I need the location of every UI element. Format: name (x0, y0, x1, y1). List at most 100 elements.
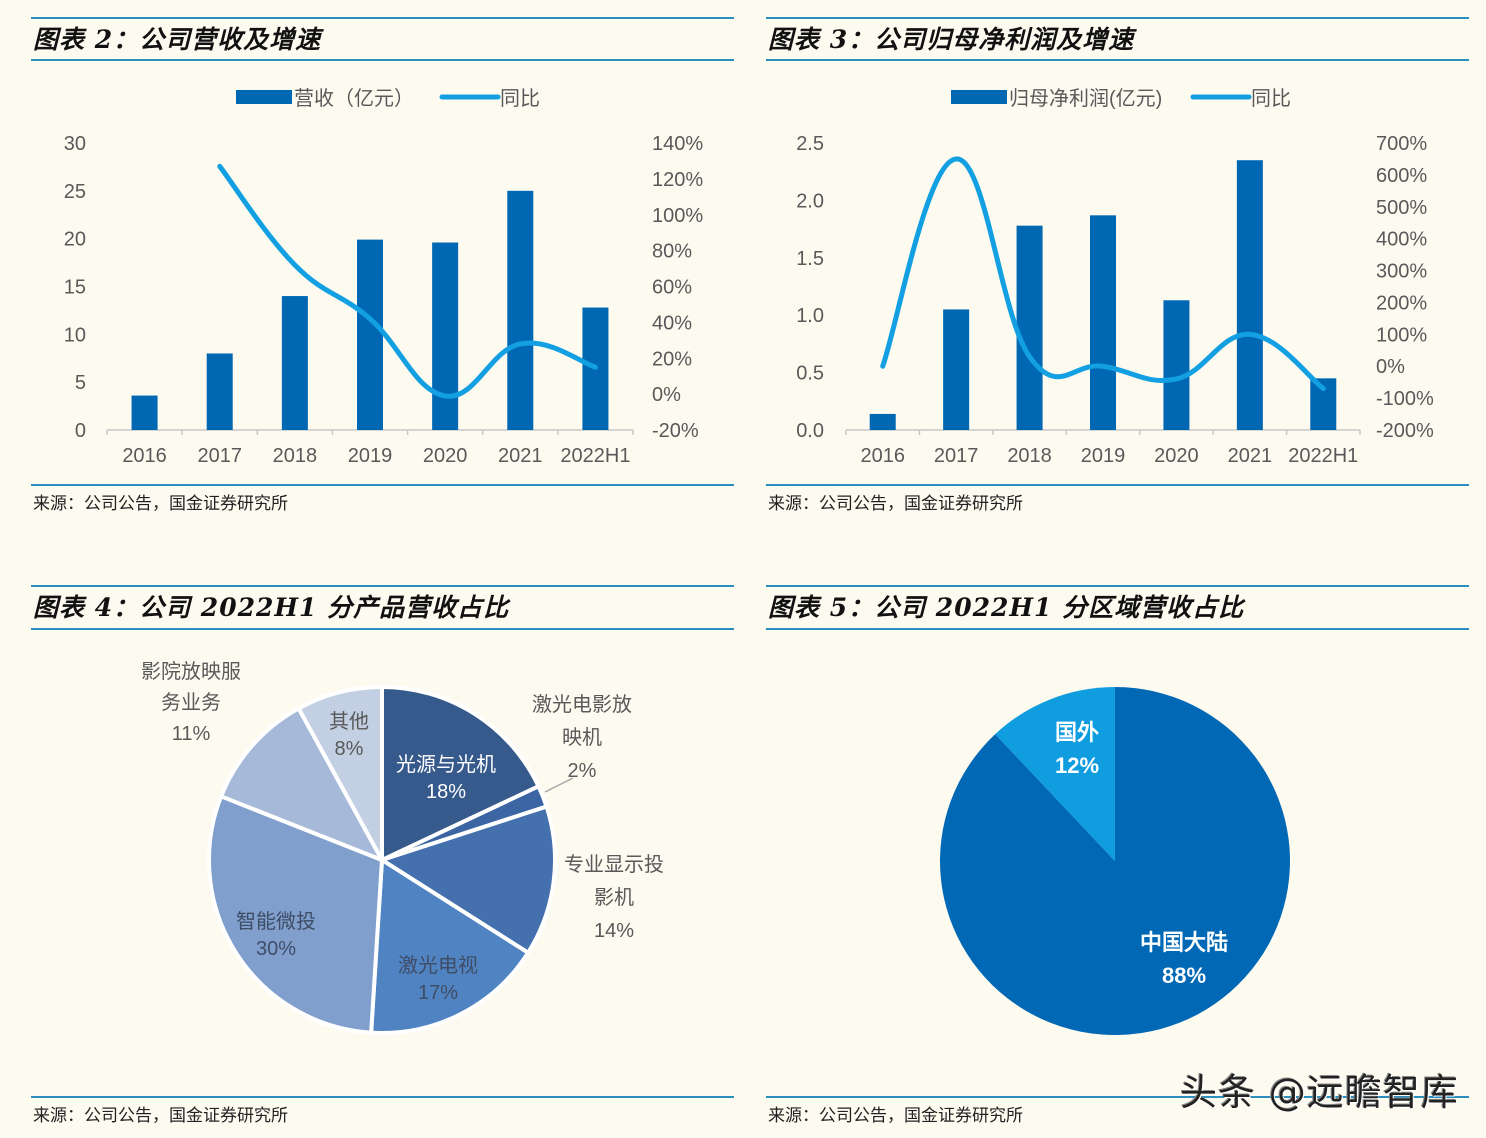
bar (1016, 225, 1043, 430)
legend-bar-swatch (236, 90, 292, 104)
fig4-source: 来源：公司公告，国金证券研究所 (33, 1106, 288, 1126)
right-axis-tick: 100% (1376, 324, 1427, 346)
x-axis-label: 2022H1 (560, 445, 630, 467)
right-axis-tick: 20% (652, 348, 692, 370)
legend-line-label: 同比 (1251, 87, 1291, 110)
right-axis-tick: 200% (1376, 292, 1427, 314)
right-axis-tick: 40% (652, 312, 692, 334)
legend-bar-label: 归母净利润(亿元) (1009, 87, 1162, 110)
fig3-source: 来源：公司公告，国金证券研究所 (768, 494, 1023, 514)
fig2-bottom-rule (31, 59, 734, 61)
pie-percent: 2% (568, 760, 597, 782)
left-axis-tick: 30 (64, 133, 86, 155)
pie-label: 务业务 (161, 691, 221, 714)
bar (281, 296, 308, 430)
pie-percent: 11% (172, 723, 211, 745)
fig3-source-rule (766, 484, 1469, 486)
pie-slice (207, 794, 384, 1035)
fig4-bottom-rule (31, 628, 734, 630)
x-axis-label: 2016 (122, 445, 167, 467)
left-axis-tick: 15 (64, 277, 86, 299)
fig5-title: 图表 5：公司 2022H1 分区域营收占比 (768, 593, 1245, 622)
fig4-source-rule (31, 1096, 734, 1098)
x-axis-label: 2021 (1228, 445, 1273, 467)
pie-percent: 14% (594, 920, 634, 942)
right-axis-tick: 0% (1376, 356, 1405, 378)
legend-bar-label: 营收（亿元） (294, 87, 414, 110)
leader-line (544, 777, 574, 793)
right-axis-tick: 600% (1376, 165, 1427, 187)
yoy-growth-line (217, 163, 598, 399)
left-axis-tick: 0.0 (796, 420, 824, 442)
fig5-source: 来源：公司公告，国金证券研究所 (768, 1106, 1023, 1126)
x-axis-label: 2016 (860, 445, 905, 467)
fig5-source-rule (766, 1096, 1469, 1098)
bar (507, 190, 534, 430)
x-axis-label: 2019 (1081, 445, 1126, 467)
left-axis-tick: 25 (64, 181, 86, 203)
left-axis-tick: 1.0 (796, 305, 824, 327)
right-axis-tick: 700% (1376, 133, 1427, 155)
x-axis-label: 2018 (1007, 445, 1052, 467)
x-axis-label: 2020 (1154, 445, 1199, 467)
fig4-top-rule (31, 585, 734, 587)
fig5-bottom-rule (766, 628, 1469, 630)
right-axis-tick: 120% (652, 169, 703, 191)
bar (1163, 300, 1190, 430)
right-axis-tick: 100% (652, 205, 703, 227)
pie-slice (380, 804, 557, 955)
bar (357, 239, 383, 430)
legend-line-label: 同比 (500, 87, 540, 110)
left-axis-tick: 10 (64, 324, 86, 346)
pie-percent: 18% (426, 781, 466, 803)
left-axis-tick: 2.0 (796, 190, 824, 212)
watermark: 头条 @远瞻智库 (1180, 1071, 1459, 1114)
left-axis-tick: 1.5 (796, 248, 824, 270)
pie-label: 国外 (1055, 720, 1099, 745)
left-axis-tick: 20 (64, 229, 86, 251)
x-axis-label: 2017 (934, 445, 979, 467)
right-axis-tick: 400% (1376, 229, 1427, 251)
pie-percent: 17% (418, 982, 458, 1004)
pie-label: 影院放映服 (141, 660, 241, 683)
pie-label: 激光电影放 (532, 693, 632, 716)
fig2-source-rule (31, 484, 734, 486)
x-axis-label: 2021 (498, 445, 543, 467)
fig2-source: 来源：公司公告，国金证券研究所 (33, 494, 288, 514)
pie-label: 其他 (329, 710, 369, 733)
fig2-title: 图表 2：公司营收及增速 (33, 25, 322, 54)
right-axis-tick: -20% (652, 420, 699, 442)
revenue-chart: 营收（亿元） 同比 0 5 10 15 20 25 30 -20% 0% 20% 40% 60% 80% 10… (64, 87, 704, 467)
net-profit-chart: 归母净利润(亿元) 同比 0.0 0.5 1.0 1.5 2.0 2.5 -200% -100% 0… (796, 87, 1434, 467)
right-axis-tick: -100% (1376, 388, 1434, 410)
pie-label: 光源与光机 (396, 753, 496, 776)
left-axis-tick: 0.5 (796, 363, 824, 385)
pie-slice (296, 685, 384, 862)
pie-label: 智能微投 (236, 910, 316, 933)
x-axis-label: 2018 (273, 445, 318, 467)
pie-slice (995, 687, 1115, 861)
region-revenue-pie: 中国大陆 88% 国外 12% (940, 687, 1290, 1035)
pie-percent: 8% (335, 738, 364, 760)
right-axis-tick: 140% (652, 133, 703, 155)
bar (432, 242, 459, 430)
right-axis-tick: 60% (652, 277, 692, 299)
legend-bar-swatch (951, 90, 1007, 104)
fig4-title: 图表 4：公司 2022H1 分产品营收占比 (33, 593, 510, 622)
fig5-top-rule (766, 585, 1469, 587)
x-axis-label: 2022H1 (1288, 445, 1358, 467)
right-axis-tick: 500% (1376, 197, 1427, 219)
bar (943, 309, 970, 430)
pie-label: 中国大陆 (1140, 930, 1228, 955)
pie-slice (380, 685, 541, 862)
x-axis-label: 2017 (197, 445, 242, 467)
left-axis-tick: 5 (75, 372, 86, 394)
yoy-growth-line (880, 156, 1326, 392)
bar (1236, 160, 1263, 430)
pie-percent: 12% (1055, 753, 1099, 778)
right-axis-tick: 0% (652, 384, 681, 406)
right-axis-tick: 300% (1376, 261, 1427, 283)
pie-percent: 88% (1162, 963, 1206, 988)
pie-label: 专业显示投 (564, 853, 664, 876)
